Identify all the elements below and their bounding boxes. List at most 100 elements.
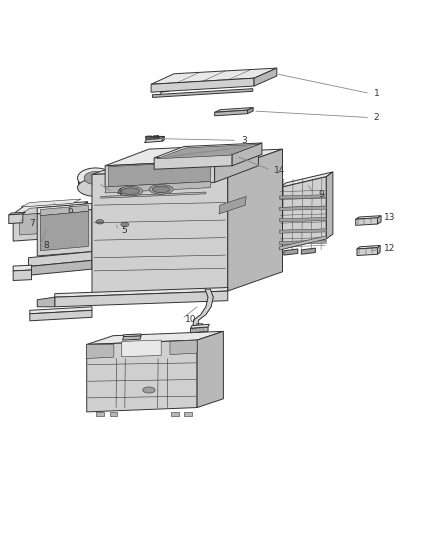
Polygon shape [154, 143, 262, 158]
Ellipse shape [117, 221, 132, 229]
Polygon shape [96, 412, 104, 416]
Polygon shape [37, 204, 92, 214]
Polygon shape [378, 246, 380, 254]
Polygon shape [55, 287, 228, 297]
Polygon shape [279, 172, 333, 188]
Ellipse shape [114, 219, 136, 231]
Polygon shape [284, 249, 298, 255]
Polygon shape [153, 135, 159, 139]
Polygon shape [254, 68, 277, 86]
Text: 12: 12 [384, 245, 395, 254]
Polygon shape [154, 155, 232, 169]
Polygon shape [357, 246, 380, 249]
Polygon shape [247, 108, 253, 114]
Polygon shape [146, 136, 164, 138]
Polygon shape [215, 108, 253, 112]
Polygon shape [28, 260, 92, 275]
Polygon shape [193, 289, 213, 330]
Polygon shape [279, 195, 326, 199]
Polygon shape [279, 229, 326, 233]
Ellipse shape [92, 218, 107, 226]
Polygon shape [170, 340, 197, 354]
Polygon shape [191, 324, 209, 328]
Polygon shape [87, 344, 114, 359]
Polygon shape [171, 412, 179, 416]
Polygon shape [9, 214, 23, 223]
Polygon shape [228, 149, 283, 291]
Polygon shape [122, 340, 161, 357]
Polygon shape [301, 248, 315, 254]
Ellipse shape [122, 188, 139, 195]
Ellipse shape [121, 222, 129, 227]
Polygon shape [232, 143, 262, 166]
Polygon shape [87, 332, 223, 344]
Polygon shape [151, 78, 254, 92]
Polygon shape [103, 172, 113, 178]
Polygon shape [152, 88, 253, 98]
Ellipse shape [89, 228, 111, 238]
Polygon shape [162, 136, 164, 141]
Polygon shape [13, 201, 88, 214]
Text: 8: 8 [43, 241, 49, 250]
Polygon shape [356, 218, 378, 225]
Polygon shape [219, 197, 246, 214]
Polygon shape [13, 209, 77, 241]
Polygon shape [378, 216, 381, 224]
Polygon shape [21, 199, 81, 207]
Polygon shape [78, 178, 113, 188]
Polygon shape [40, 211, 88, 251]
Polygon shape [77, 201, 88, 237]
Polygon shape [30, 307, 92, 314]
Polygon shape [101, 192, 206, 198]
Polygon shape [124, 334, 141, 336]
Polygon shape [30, 310, 92, 321]
Polygon shape [13, 270, 32, 280]
Text: 3: 3 [241, 136, 247, 145]
Polygon shape [92, 149, 283, 174]
Ellipse shape [96, 220, 104, 224]
Text: 9: 9 [318, 190, 324, 199]
Polygon shape [145, 138, 164, 142]
Polygon shape [146, 136, 151, 140]
Ellipse shape [149, 184, 173, 194]
Text: 13: 13 [384, 213, 395, 222]
Polygon shape [123, 336, 141, 340]
Polygon shape [157, 144, 259, 159]
Text: 7: 7 [29, 219, 35, 228]
Polygon shape [13, 265, 32, 271]
Polygon shape [191, 327, 208, 333]
Polygon shape [151, 68, 277, 84]
Polygon shape [114, 224, 136, 236]
Polygon shape [20, 211, 71, 235]
Polygon shape [71, 205, 81, 231]
Ellipse shape [89, 216, 111, 228]
Ellipse shape [114, 231, 136, 241]
Polygon shape [197, 332, 223, 408]
Ellipse shape [118, 187, 142, 196]
Text: 5: 5 [122, 226, 127, 235]
Polygon shape [89, 222, 111, 233]
Text: 6: 6 [67, 206, 73, 215]
Polygon shape [279, 177, 326, 250]
Polygon shape [37, 297, 55, 307]
Text: 10: 10 [185, 314, 197, 324]
Polygon shape [215, 144, 258, 182]
Polygon shape [215, 110, 247, 116]
Polygon shape [92, 168, 228, 297]
Polygon shape [9, 212, 25, 215]
Text: 1: 1 [374, 89, 379, 98]
Polygon shape [40, 205, 88, 216]
Polygon shape [28, 252, 92, 266]
Polygon shape [279, 236, 326, 250]
Ellipse shape [152, 186, 170, 193]
Polygon shape [279, 206, 326, 211]
Polygon shape [326, 172, 333, 239]
Polygon shape [55, 291, 228, 307]
Polygon shape [20, 205, 81, 215]
Polygon shape [357, 248, 378, 255]
Ellipse shape [78, 179, 113, 197]
Polygon shape [279, 240, 326, 245]
Polygon shape [105, 182, 211, 193]
Text: 2: 2 [374, 113, 379, 122]
Polygon shape [105, 160, 215, 188]
